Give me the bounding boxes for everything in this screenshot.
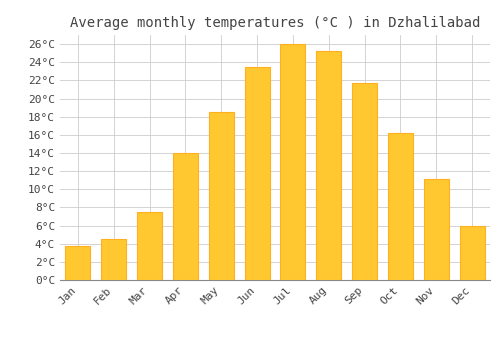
Bar	[208, 112, 234, 280]
Bar	[352, 83, 377, 280]
Bar	[244, 67, 270, 280]
Bar	[424, 179, 449, 280]
Bar	[173, 153, 198, 280]
Bar	[101, 239, 126, 280]
Bar	[460, 225, 484, 280]
Bar	[388, 133, 413, 280]
Bar	[280, 44, 305, 280]
Bar	[66, 246, 90, 280]
Bar	[316, 51, 342, 280]
Title: Average monthly temperatures (°C ) in Dzhalilabad: Average monthly temperatures (°C ) in Dz…	[70, 16, 480, 30]
Bar	[137, 212, 162, 280]
